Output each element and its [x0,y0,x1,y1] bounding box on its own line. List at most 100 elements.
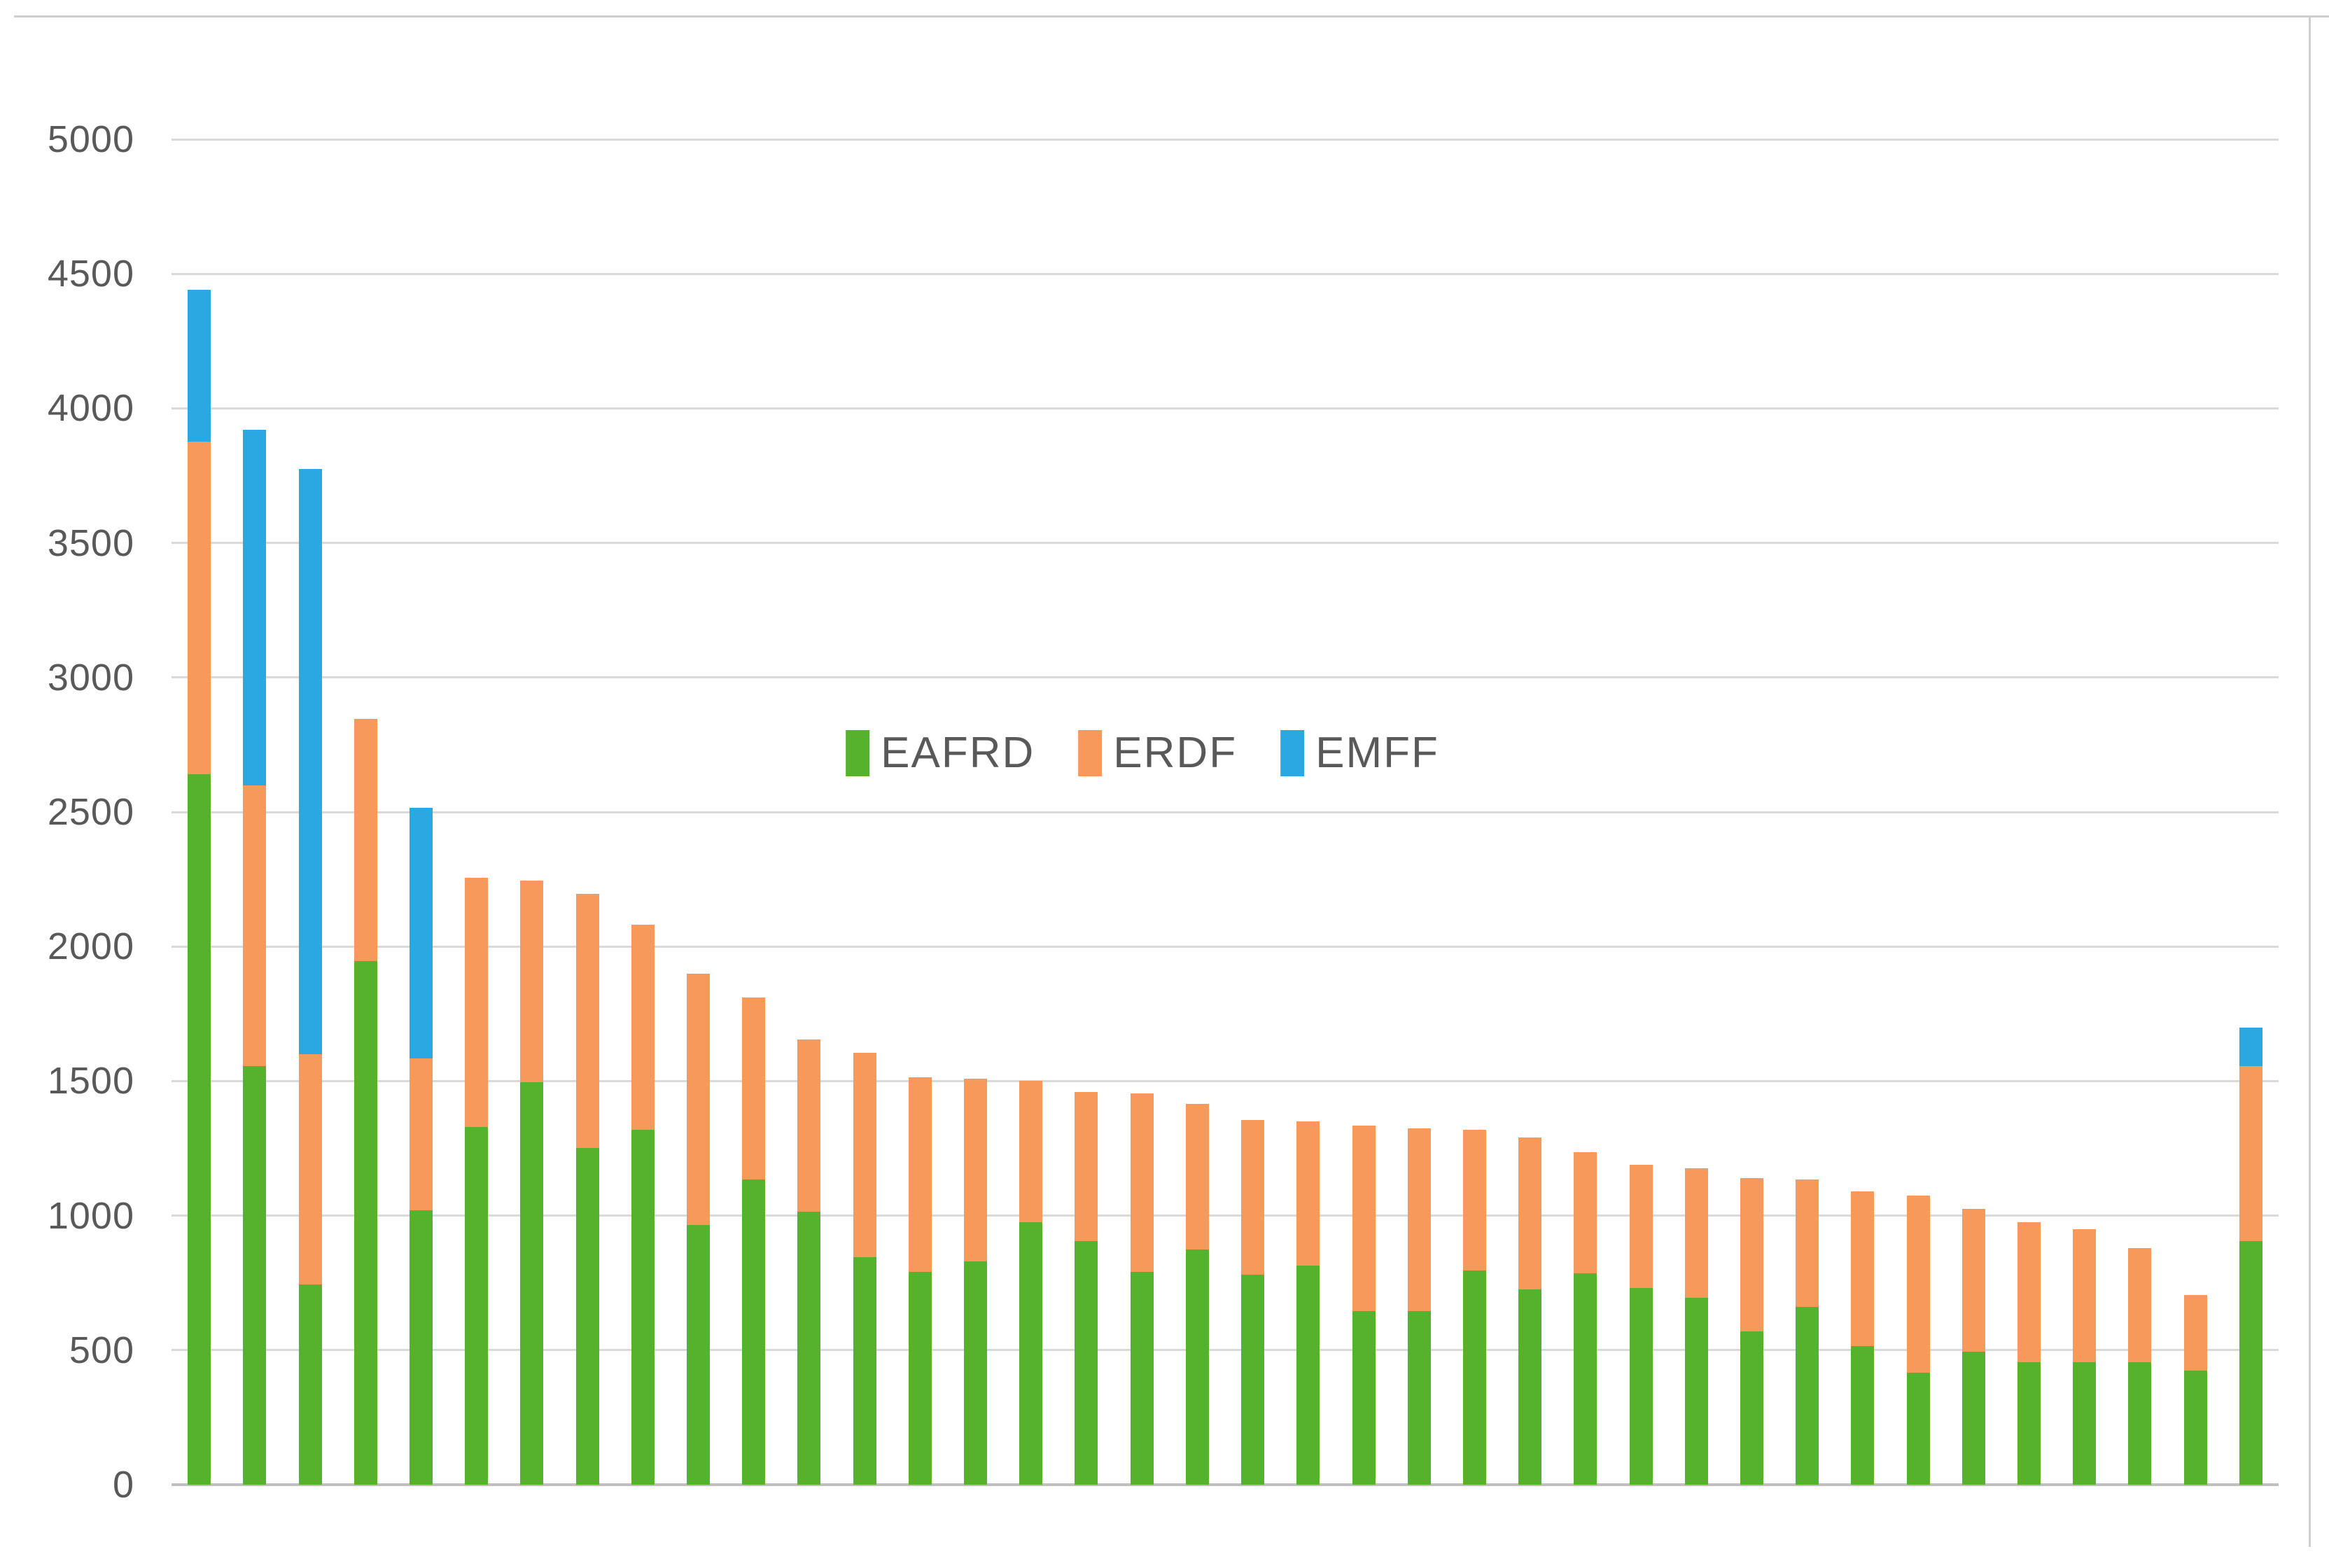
bar-segment-erdf [520,881,544,1083]
y-axis-tick-label: 4500 [47,253,134,295]
bar [1518,1138,1542,1485]
bar [797,1039,821,1485]
bar-segment-eafrd [465,1126,489,1485]
bar [188,290,211,1485]
y-axis-tick-label: 3500 [47,522,134,564]
bar-segment-erdf [2239,1066,2262,1242]
bar-segment-erdf [1352,1125,1376,1312]
gridline [172,542,2279,545]
bar [1130,1093,1154,1485]
bar-segment-erdf [1518,1138,1542,1290]
bar-segment-erdf [188,442,211,775]
bar [1462,1129,1486,1485]
bar-segment-erdf [1019,1081,1043,1223]
bar-segment-eafrd [1130,1272,1154,1485]
bar-segment-eafrd [964,1261,988,1485]
legend-label-erdf: ERDF [1113,729,1238,777]
bar-segment-eafrd [2017,1362,2041,1485]
bar [1796,1179,1819,1485]
bar-segment-eafrd [908,1272,932,1485]
bar-segment-eafrd [188,774,211,1485]
bar-segment-erdf [1075,1091,1098,1242]
y-axis-tick-label: 2500 [47,791,134,833]
bar [520,881,544,1485]
bar [1185,1104,1209,1485]
bar [1019,1081,1043,1485]
bar-segment-eafrd [1407,1311,1431,1485]
y-axis-tick-label: 2000 [47,925,134,968]
bar-segment-erdf [575,894,599,1149]
bar-segment-eafrd [687,1225,710,1485]
bar-segment-eafrd [1629,1288,1653,1485]
bar [2017,1222,2041,1485]
gridline [172,1214,2279,1217]
figure-right-border [2309,15,2311,1547]
bar-segment-eafrd [1296,1265,1320,1485]
bar [1296,1121,1320,1485]
bar-segment-eafrd [853,1257,876,1485]
bar [409,808,433,1485]
bar-segment-eafrd [1462,1270,1486,1485]
bar [631,925,655,1485]
gridline [172,272,2279,275]
bar [1684,1168,1708,1485]
bar-segment-erdf [742,997,766,1180]
bar-segment-eafrd [298,1284,322,1485]
y-axis-tick-label: 1500 [47,1060,134,1102]
bar [1352,1125,1376,1485]
bar [2128,1247,2152,1485]
legend-item-erdf: ERDF [1078,728,1237,778]
bar [243,430,267,1485]
y-axis-tick-label: 0 [112,1464,134,1506]
legend: EAFRD ERDF EMFF [846,728,1439,778]
bar-segment-erdf [2073,1228,2097,1363]
bar [1241,1120,1265,1485]
gridline [172,945,2279,948]
bar-segment-eafrd [1574,1273,1597,1485]
bar-segment-emff [298,468,322,1054]
bar-segment-erdf [2183,1295,2207,1371]
bar [742,997,766,1485]
bar [465,878,489,1485]
bar-segment-eafrd [1019,1222,1043,1485]
bar-segment-erdf [1906,1195,1930,1373]
bar [2239,1027,2262,1485]
bar-segment-eafrd [2128,1362,2152,1485]
bar [354,719,377,1485]
bar-segment-eafrd [631,1129,655,1485]
bar [853,1053,876,1485]
bar [1961,1209,1985,1485]
bar-segment-eafrd [2183,1370,2207,1485]
bar-segment-erdf [1296,1121,1320,1266]
bar-segment-eafrd [1961,1351,1985,1485]
bar-segment-eafrd [1241,1275,1265,1485]
y-axis-tick-label: 5000 [47,118,134,160]
gridline [172,676,2279,679]
bar-segment-erdf [465,878,489,1127]
bar-segment-erdf [1462,1129,1486,1271]
bar-segment-eafrd [409,1210,433,1485]
bar-segment-emff [243,430,267,785]
y-axis-tick-label: 1000 [47,1194,134,1237]
x-axis-line [172,1483,2279,1486]
bar-segment-erdf [1130,1093,1154,1273]
gridline [172,138,2279,141]
bar-segment-erdf [1961,1209,1985,1352]
legend-label-emff: EMFF [1315,729,1439,777]
bar [1629,1164,1653,1485]
bar-segment-erdf [1851,1191,1875,1347]
bar-segment-eafrd [1740,1331,1763,1485]
bar-segment-erdf [1241,1120,1265,1275]
bar [2073,1228,2097,1485]
bar-segment-erdf [1407,1128,1431,1312]
bar-segment-erdf [908,1077,932,1273]
bar-segment-eafrd [742,1179,766,1485]
bar-segment-erdf [964,1078,988,1261]
bar-segment-emff [188,290,211,442]
bar-segment-erdf [1574,1152,1597,1274]
bar [298,468,322,1485]
gridline [172,407,2279,410]
bar-segment-emff [409,808,433,1058]
bar-segment-eafrd [1075,1241,1098,1485]
